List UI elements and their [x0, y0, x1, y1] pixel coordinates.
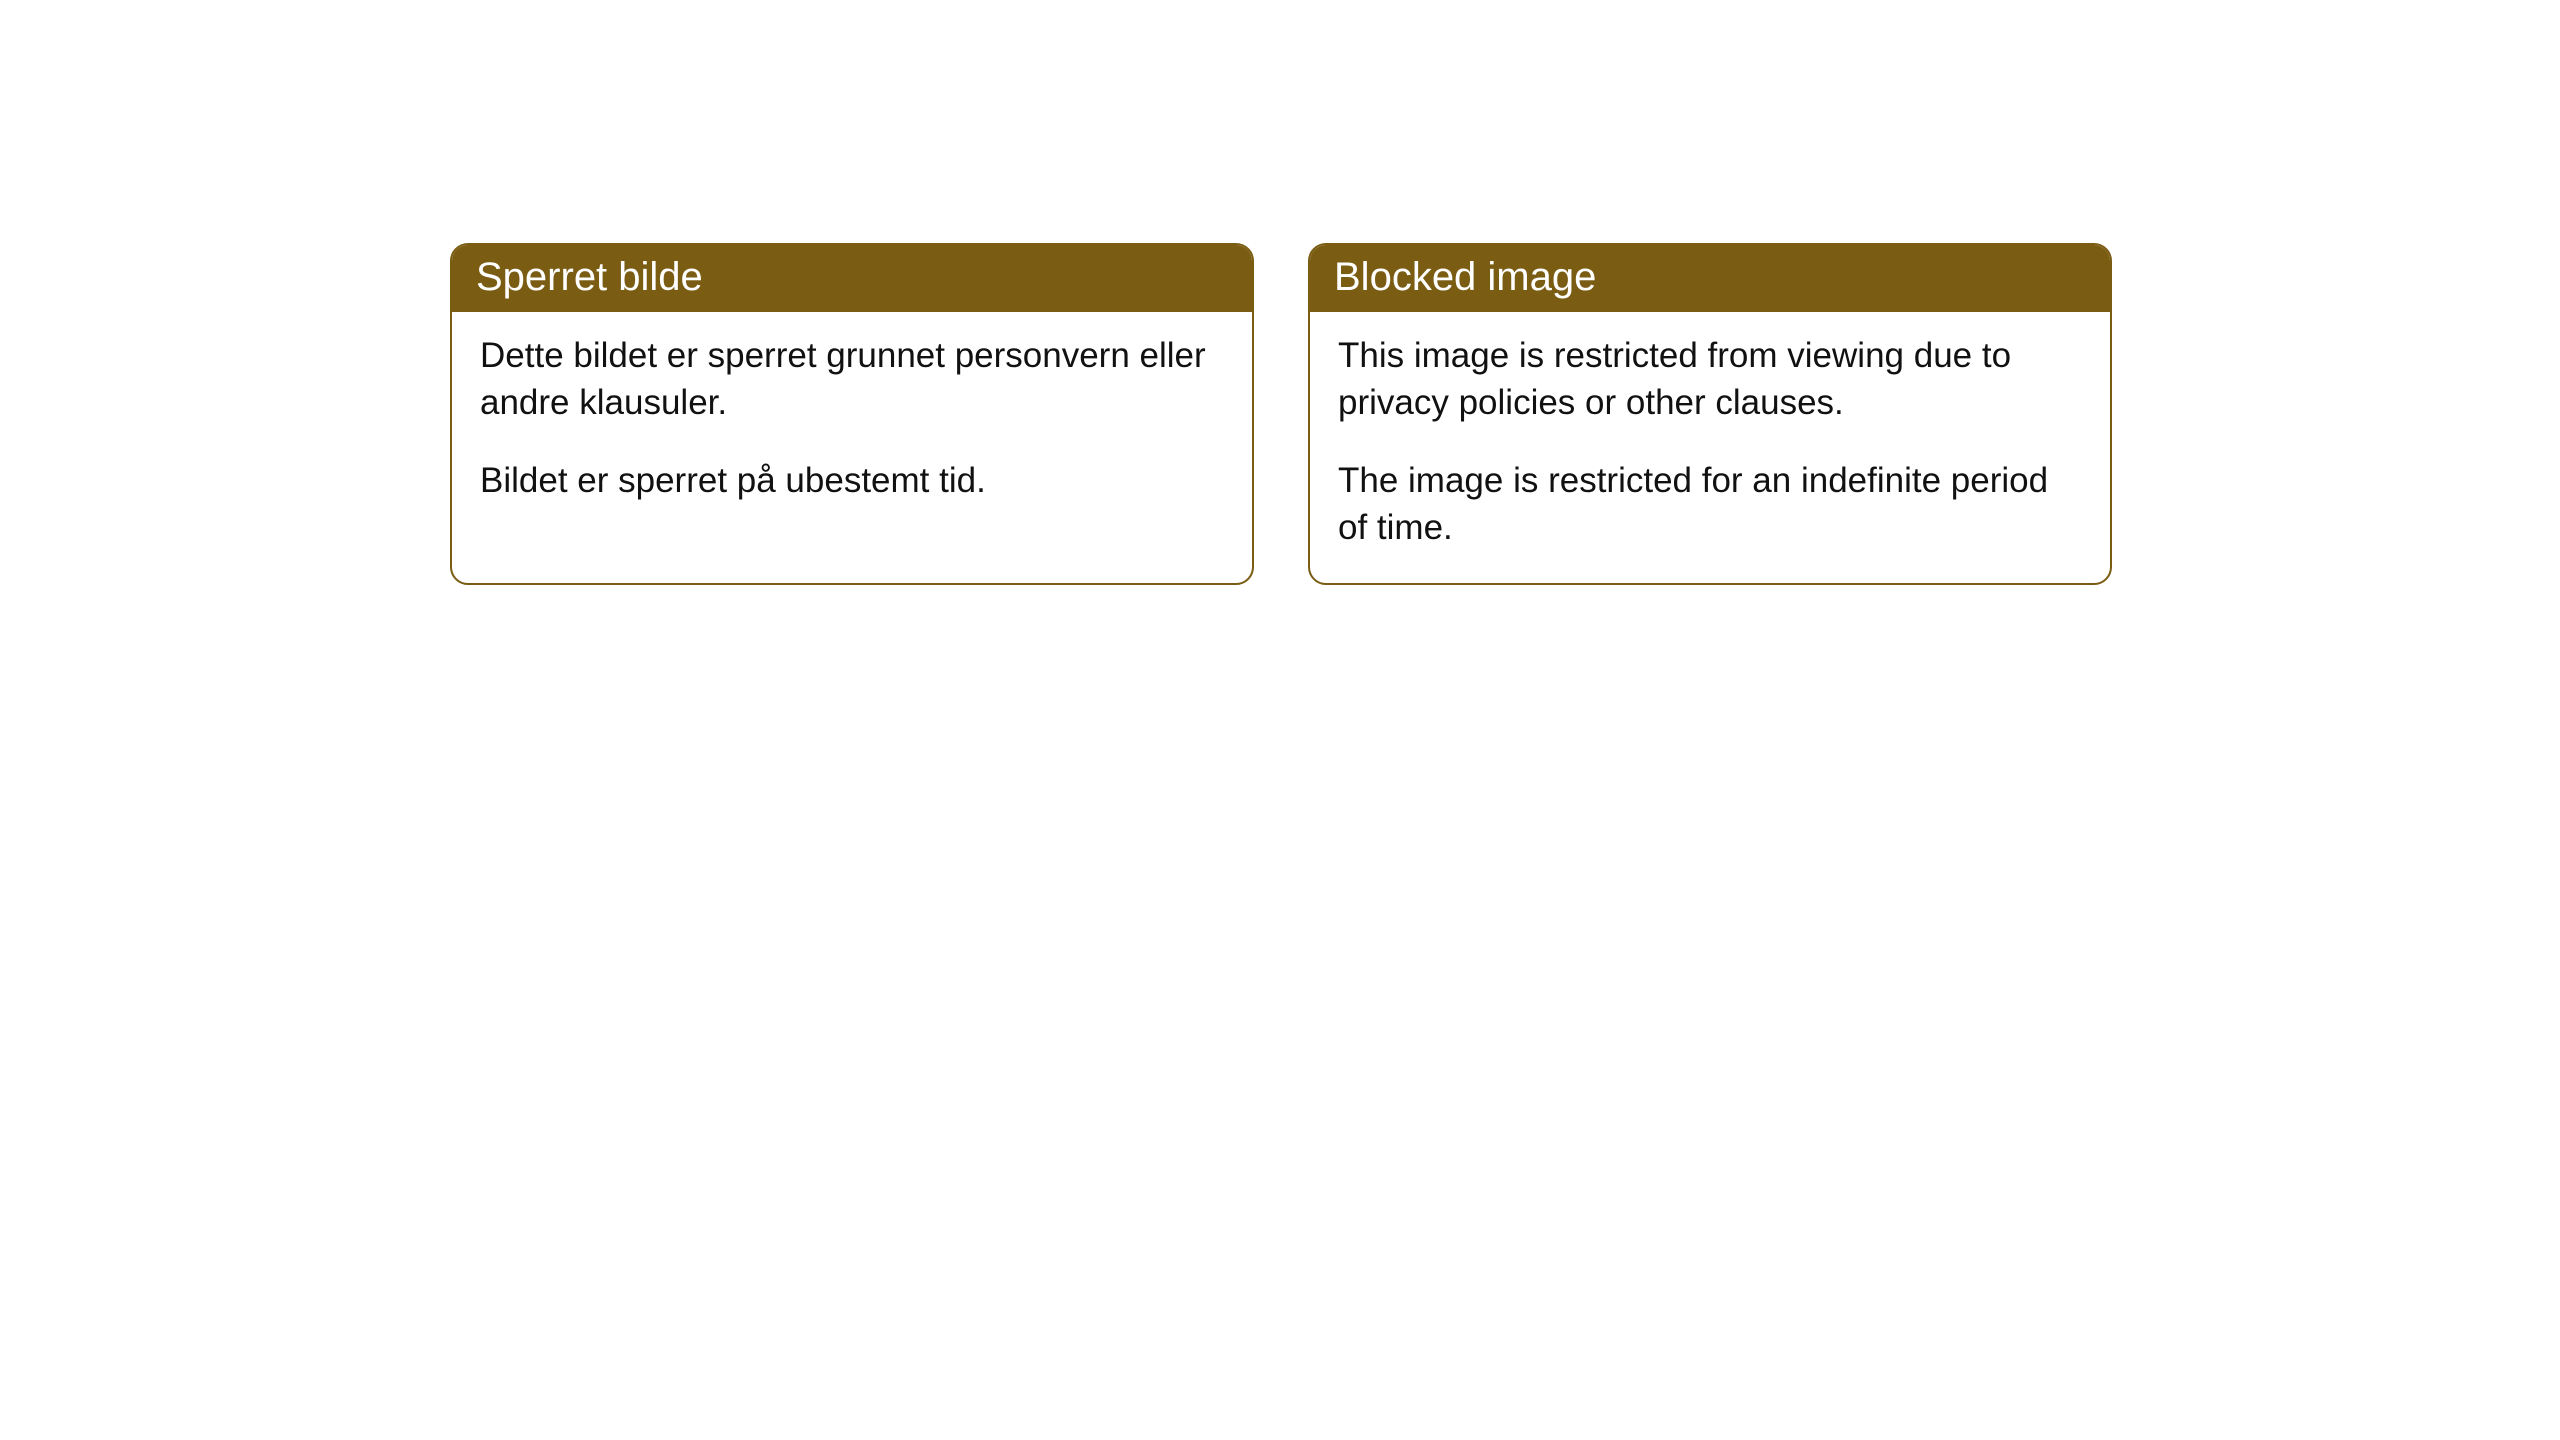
notice-paragraph: The image is restricted for an indefinit… — [1338, 457, 2082, 552]
notice-card-english: Blocked image This image is restricted f… — [1308, 243, 2112, 585]
notice-header: Sperret bilde — [452, 245, 1252, 312]
notice-container: Sperret bilde Dette bildet er sperret gr… — [0, 0, 2560, 585]
notice-body: Dette bildet er sperret grunnet personve… — [452, 312, 1252, 536]
notice-body: This image is restricted from viewing du… — [1310, 312, 2110, 583]
notice-paragraph: This image is restricted from viewing du… — [1338, 332, 2082, 427]
notice-card-norwegian: Sperret bilde Dette bildet er sperret gr… — [450, 243, 1254, 585]
notice-paragraph: Dette bildet er sperret grunnet personve… — [480, 332, 1224, 427]
notice-paragraph: Bildet er sperret på ubestemt tid. — [480, 457, 1224, 504]
notice-header: Blocked image — [1310, 245, 2110, 312]
